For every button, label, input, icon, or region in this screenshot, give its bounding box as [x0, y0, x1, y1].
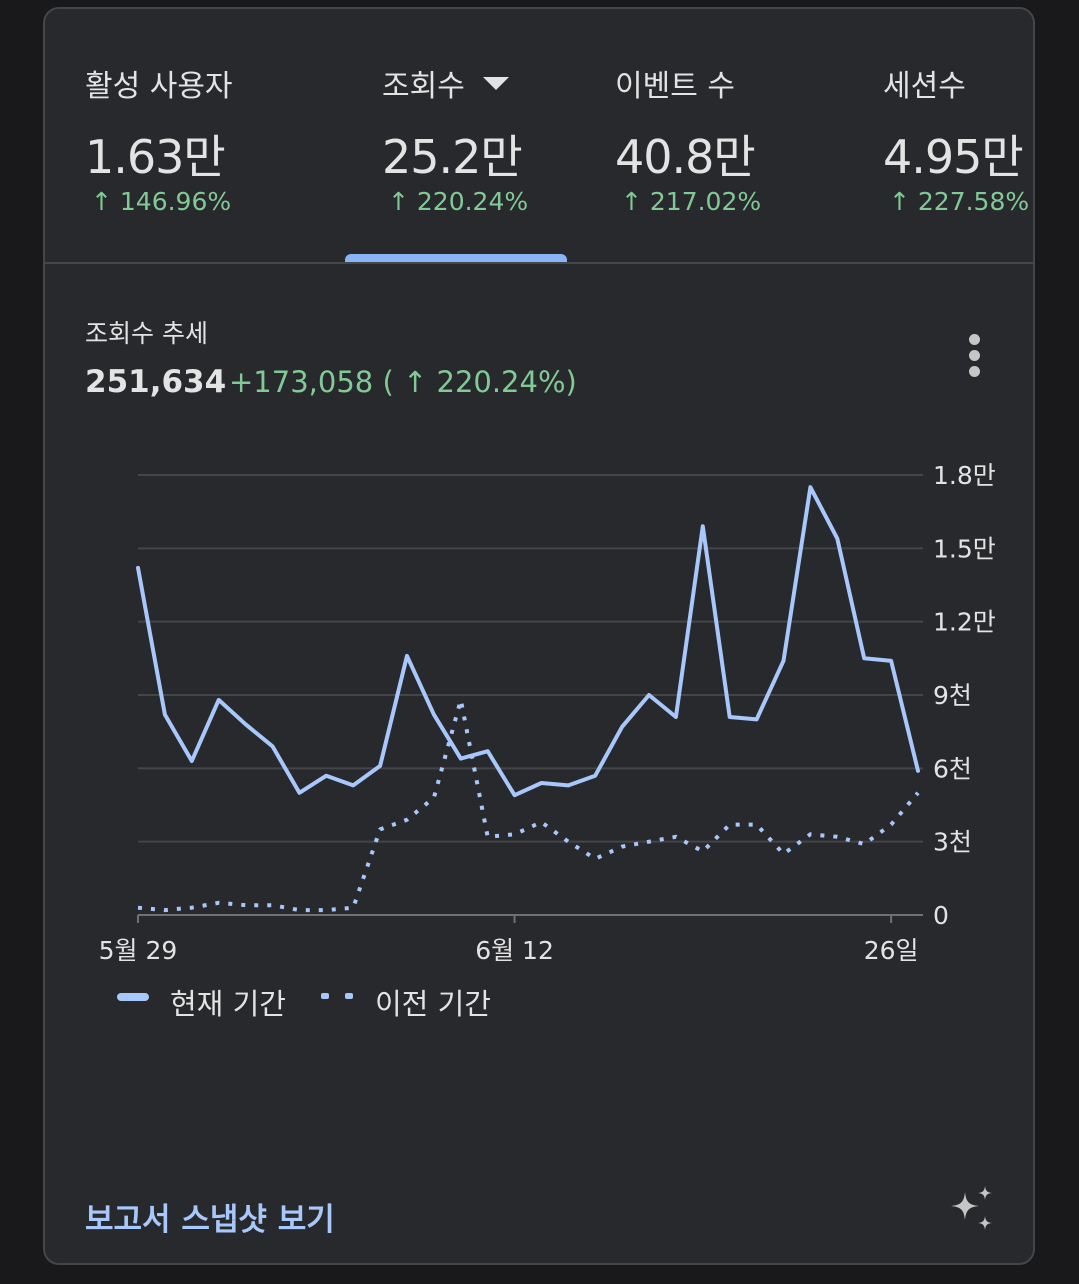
metric-delta: ↑ 227.58% [889, 187, 1030, 216]
metric-delta: ↑ 220.24% [388, 187, 529, 216]
legend-current-swatch [117, 993, 149, 1001]
dropdown-caret-icon[interactable] [482, 77, 509, 90]
metric-tab-sessions[interactable]: 세션수 4.95만 ↑ 227.58% [845, 9, 1033, 264]
y-tick-label: 1.2만 [933, 608, 996, 637]
selected-tab-indicator [345, 254, 567, 262]
x-tick-label: 5월 29 [99, 936, 178, 965]
legend-current-label: 현재 기간 [170, 987, 286, 1021]
sparkle-icon[interactable] [945, 1184, 997, 1236]
metric-label-wrap: 조회수 [382, 61, 509, 105]
y-tick-label: 1.5만 [933, 534, 996, 563]
metric-tab-active-users[interactable]: 활성 사용자 1.63만 ↑ 146.96% [45, 9, 345, 264]
series-line-current [136, 485, 920, 798]
metric-delta: ↑ 146.96% [91, 187, 232, 216]
y-tick-label: 6천 [933, 754, 972, 783]
metric-value: 25.2만 [382, 130, 523, 184]
metric-label: 이벤트 수 [615, 69, 735, 104]
divider [45, 262, 1033, 264]
metric-value: 4.95만 [883, 130, 1024, 184]
chart-total: 251,634 [85, 364, 227, 400]
y-tick-label: 1.8만 [933, 461, 996, 490]
more-vert-icon[interactable] [960, 331, 990, 381]
metric-delta: ↑ 217.02% [621, 187, 762, 216]
metric-label: 세션수 [883, 69, 966, 104]
metric-tab-views[interactable]: 조회수 25.2만 ↑ 220.24% [345, 9, 575, 264]
chart-change: +173,058 ( ↑ 220.24%) [229, 365, 577, 399]
x-tick-label: 26일 [864, 936, 919, 965]
chart-title: 조회수 추세 [85, 319, 208, 348]
view-report-snapshot-link[interactable]: 보고서 스냅샷 보기 [85, 1202, 335, 1238]
y-tick-label: 3천 [933, 828, 972, 857]
y-axis-ticks: 0 3천 6천 9천 1.2만 1.5만 1.8만 [933, 461, 996, 930]
metric-label: 활성 사용자 [85, 69, 233, 104]
metric-tab-events[interactable]: 이벤트 수 40.8만 ↑ 217.02% [575, 9, 845, 264]
metric-value: 40.8만 [615, 130, 756, 184]
views-summary-card: 활성 사용자 1.63만 ↑ 146.96% 조회수 25.2만 ↑ 220.2… [43, 7, 1035, 1265]
views-trend-chart: 0 3천 6천 9천 1.2만 1.5만 1.8만 5월 29 6월 12 26일 [99, 461, 996, 965]
x-axis-ticks: 5월 29 6월 12 26일 [99, 915, 919, 965]
series-line-previous [137, 697, 920, 913]
y-tick-label: 9천 [933, 681, 972, 710]
chart-gridlines [138, 474, 923, 916]
metric-value: 1.63만 [85, 130, 226, 184]
metric-label: 조회수 [382, 69, 465, 104]
y-tick-label: 0 [933, 901, 949, 930]
legend-previous-swatch [321, 993, 353, 999]
legend-previous-label: 이전 기간 [375, 987, 491, 1021]
x-tick-label: 6월 12 [475, 936, 554, 965]
